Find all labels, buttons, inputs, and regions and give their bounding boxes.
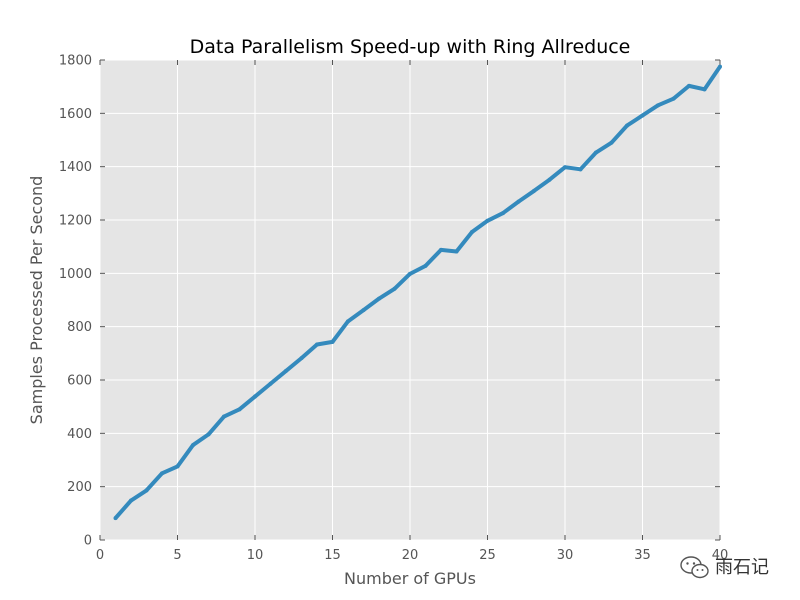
data-point <box>175 464 180 469</box>
y-axis-label: Samples Processed Per Second <box>27 176 46 425</box>
y-tick-label: 200 <box>67 480 92 495</box>
y-tick-label: 800 <box>67 320 92 335</box>
data-point <box>144 488 149 493</box>
y-tick-label: 1400 <box>59 160 92 175</box>
data-point <box>315 342 319 347</box>
data-point <box>454 249 459 254</box>
data-point <box>532 188 536 193</box>
data-point <box>594 150 598 155</box>
data-point <box>284 368 288 373</box>
data-point <box>423 263 428 268</box>
data-point <box>408 271 412 276</box>
data-point <box>439 247 443 252</box>
axis-ticks <box>99 59 721 541</box>
data-point <box>268 381 273 386</box>
data-point <box>392 286 397 291</box>
data-point <box>113 516 118 521</box>
data-point <box>687 83 691 88</box>
data-point <box>501 211 505 216</box>
data-point <box>160 471 164 476</box>
data-point <box>470 230 474 234</box>
y-tick-label: 1200 <box>59 214 92 229</box>
data-point <box>299 356 304 361</box>
data-point <box>640 113 645 118</box>
data-point <box>578 167 583 172</box>
x-axis-label: Number of GPUs <box>344 569 476 588</box>
y-tick-label: 1000 <box>59 267 92 282</box>
x-tick-label: 20 <box>402 548 419 563</box>
data-point <box>346 319 350 324</box>
data-point <box>485 218 490 223</box>
data-point <box>253 394 257 399</box>
data-point <box>222 414 226 419</box>
x-tick-label: 35 <box>634 548 651 563</box>
data-point <box>129 498 133 503</box>
x-tick-label: 15 <box>324 548 341 563</box>
x-tick-labels: 0 5 10 15 20 25 30 35 40 <box>96 548 728 563</box>
data-point <box>206 432 211 437</box>
y-tick-label: 0 <box>84 534 92 549</box>
data-point <box>656 103 660 108</box>
y-tick-label: 1600 <box>59 107 92 122</box>
watermark: 雨石记 <box>680 556 769 579</box>
wechat-icon <box>680 556 709 579</box>
y-tick-labels: 0 200 400 600 800 1000 1200 1400 1600 1800 <box>59 54 92 549</box>
data-point <box>702 87 707 92</box>
data-point <box>361 308 366 313</box>
data-point <box>330 339 335 344</box>
data-point <box>377 296 381 301</box>
series-line <box>113 65 722 520</box>
data-point <box>563 165 567 170</box>
data-point <box>718 64 722 69</box>
data-point <box>516 199 521 204</box>
y-tick-label: 600 <box>67 374 92 389</box>
y-tick-label: 400 <box>67 427 92 442</box>
x-tick-label: 40 <box>712 548 729 563</box>
data-point <box>237 407 242 412</box>
data-point <box>609 140 614 145</box>
data-point <box>191 443 195 448</box>
data-point <box>671 96 676 101</box>
data-points <box>113 64 722 521</box>
watermark-text: 雨石记 <box>715 557 769 578</box>
x-tick-label: 5 <box>173 548 181 563</box>
x-tick-label: 30 <box>557 548 574 563</box>
data-point <box>547 177 552 182</box>
chart-title: Data Parallelism Speed-up with Ring Allr… <box>190 36 631 58</box>
x-tick-label: 25 <box>479 548 496 563</box>
x-tick-label: 0 <box>96 548 104 563</box>
x-tick-label: 10 <box>247 548 264 563</box>
y-tick-label: 1800 <box>59 54 92 69</box>
data-point <box>625 123 629 128</box>
